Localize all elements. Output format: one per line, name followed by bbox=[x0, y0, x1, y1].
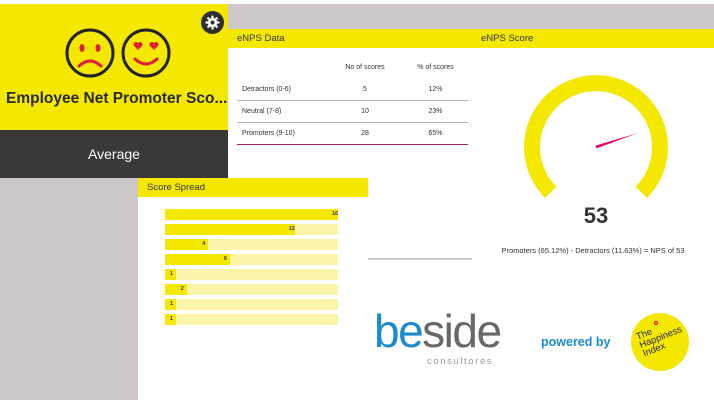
settings-button[interactable] bbox=[201, 11, 224, 34]
score-bar bbox=[165, 314, 176, 325]
enps-gauge: -100 100 53 bbox=[524, 75, 668, 228]
score-bar bbox=[165, 254, 230, 265]
score-bar-label: 16 bbox=[332, 211, 339, 217]
title-card-top: Employee Net Promoter Sco... bbox=[0, 4, 228, 130]
card-title: Employee Net Promoter Sco... bbox=[6, 90, 228, 107]
card-header: eNPS Data bbox=[228, 29, 472, 48]
score-bar bbox=[165, 224, 295, 235]
row-percent: 12% bbox=[428, 86, 443, 93]
row-label: Promoters (9-10) bbox=[242, 130, 295, 137]
row-count: 28 bbox=[361, 130, 369, 137]
enps-title-card[interactable]: Employee Net Promoter Sco... Average bbox=[0, 4, 228, 178]
top-strip bbox=[0, 0, 714, 4]
rating-label: Average bbox=[88, 146, 140, 162]
column-header: No of scores bbox=[345, 64, 385, 71]
table-row: Promoters (9-10) 28 65% bbox=[237, 123, 468, 145]
score-bar-label: 1 bbox=[169, 271, 173, 277]
gauge-max-label: 100 bbox=[633, 191, 642, 197]
card-header: eNPS Score bbox=[472, 29, 714, 48]
sad-face-icon bbox=[65, 28, 115, 78]
row-count: 10 bbox=[361, 108, 369, 115]
score-bar-row: 16 bbox=[165, 209, 338, 220]
beside-logo-be: be bbox=[374, 305, 424, 357]
score-bar-row: 6 bbox=[165, 254, 338, 265]
powered-by-label: powered by bbox=[541, 335, 611, 349]
emoji-icons bbox=[65, 28, 171, 78]
table-header-row: No of scores % of scores bbox=[237, 64, 468, 79]
score-bar-row: 2 bbox=[165, 284, 338, 295]
card-header: Score Spread bbox=[138, 178, 368, 197]
score-bar-label: 1 bbox=[169, 301, 173, 307]
gauge-value: 53 bbox=[584, 203, 608, 228]
happiness-index-dot bbox=[654, 321, 658, 325]
beside-tagline: consultores bbox=[427, 356, 494, 367]
score-bar bbox=[165, 299, 176, 310]
score-spread-bars: 16 12 4 6 1 2 1 1 bbox=[165, 209, 338, 329]
title-card-bottom bbox=[0, 130, 228, 178]
score-bar bbox=[165, 284, 187, 295]
gear-icon bbox=[205, 15, 220, 30]
row-count: 5 bbox=[363, 86, 367, 93]
score-bar-label: 2 bbox=[180, 286, 184, 292]
score-bar-label: 1 bbox=[169, 316, 173, 322]
score-bar bbox=[165, 239, 209, 250]
score-bar-label: 12 bbox=[288, 226, 295, 232]
score-bar-row: 1 bbox=[165, 314, 338, 325]
gauge-needle bbox=[595, 132, 639, 149]
happiness-index-logo: The Happiness Index bbox=[631, 313, 689, 371]
score-bar-label: 6 bbox=[223, 256, 227, 262]
beside-logo-side: side bbox=[422, 305, 502, 357]
gauge-min-label: -100 bbox=[550, 191, 560, 197]
score-bar-row: 12 bbox=[165, 224, 338, 235]
branding-panel: beside consultores powered by The Happin… bbox=[368, 260, 714, 400]
score-bar bbox=[165, 269, 176, 280]
enps-table: No of scores % of scores Detractors (0-6… bbox=[237, 64, 468, 145]
enps-score-card: eNPS Score -100 100 53 Promoters (65.12%… bbox=[472, 29, 714, 260]
table-row: Detractors (0-6) 5 12% bbox=[237, 79, 468, 101]
happiness-index-text: The Happiness Index bbox=[634, 324, 684, 360]
table-row: Neutral (7-8) 10 23% bbox=[237, 101, 468, 123]
score-bar-row: 4 bbox=[165, 239, 338, 250]
heart-eyes-face-icon bbox=[121, 28, 171, 78]
score-bar bbox=[165, 209, 338, 220]
column-header: % of scores bbox=[417, 64, 454, 71]
row-percent: 65% bbox=[428, 130, 443, 137]
gauge-arc bbox=[524, 75, 668, 198]
score-bar-row: 1 bbox=[165, 299, 338, 310]
score-bar-row: 1 bbox=[165, 269, 338, 280]
beside-logo: beside bbox=[374, 305, 502, 357]
score-summary: Promoters (65.12%) - Detractors (11.63%)… bbox=[501, 246, 685, 255]
score-spread-card: Score Spread 16 12 4 6 1 2 1 1 bbox=[138, 178, 368, 400]
row-percent: 23% bbox=[428, 108, 443, 115]
row-label: Neutral (7-8) bbox=[242, 108, 282, 115]
score-bar-label: 4 bbox=[202, 241, 206, 247]
row-label: Detractors (0-6) bbox=[242, 86, 292, 93]
